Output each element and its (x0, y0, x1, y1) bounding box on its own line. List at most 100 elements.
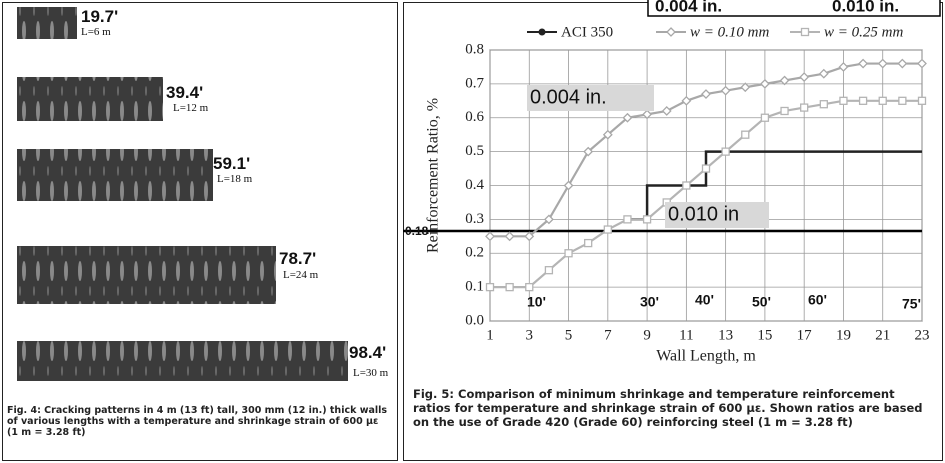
point-marker (505, 282, 514, 292)
y-tick-label: 0.7 (465, 75, 484, 91)
point-marker (504, 231, 515, 242)
wall-image (17, 7, 77, 39)
point-marker (485, 282, 495, 292)
annotation-box (527, 85, 654, 111)
wall-length: L=30 m (353, 367, 389, 379)
legend-marker (538, 28, 546, 36)
point-marker (524, 231, 535, 242)
point-marker (917, 96, 927, 105)
legend-label: ACI 350 (561, 24, 613, 40)
point-marker (583, 146, 594, 157)
x-tick-label: 19 (836, 327, 851, 343)
point-marker (485, 231, 495, 242)
point-marker (701, 89, 711, 99)
wall-image (17, 77, 163, 121)
y-tick-label: 0.4 (465, 177, 484, 193)
point-marker (858, 96, 868, 105)
point-marker (799, 72, 810, 83)
point-marker (819, 100, 828, 109)
legend-marker (666, 27, 676, 37)
point-marker (602, 129, 613, 140)
wall-label: 19.7' (81, 7, 119, 26)
point-marker (740, 82, 751, 93)
point-marker (721, 147, 730, 156)
annotation: 75' (902, 296, 921, 312)
point-marker (779, 75, 790, 86)
point-marker (681, 95, 692, 106)
annotation: 0.18 (405, 224, 429, 238)
x-tick-label: 17 (797, 327, 813, 343)
y-tick-label: 0.1 (465, 279, 484, 295)
point-marker (661, 106, 672, 116)
x-tick-label: 3 (526, 327, 534, 343)
y-tick-label: 0.8 (465, 41, 484, 57)
point-marker (858, 58, 869, 69)
x-tick-label: 5 (565, 327, 573, 343)
point-marker (584, 238, 593, 248)
point-marker (759, 78, 770, 89)
annotation: 60' (808, 292, 827, 308)
wall-length: L=12 m (173, 102, 209, 114)
annotation: 10' (527, 294, 546, 310)
y-tick-label: 0.3 (465, 211, 484, 227)
point-marker (917, 58, 927, 69)
annotation: 0.010 in (668, 203, 739, 225)
figure-4-panel: 19.7' L=6 m 39.4' L=12 m 59.1' L=18 m 78… (2, 2, 398, 461)
point-marker (543, 214, 554, 225)
y-tick-label: 0.2 (465, 245, 484, 261)
wall-image (17, 341, 348, 381)
point-marker (877, 58, 888, 69)
point-marker (878, 96, 887, 105)
point-marker (622, 112, 633, 123)
x-axis-title: Wall Length, m (656, 348, 756, 365)
x-tick-label: 15 (757, 327, 772, 343)
figure-caption: Fig. 4: Cracking patterns in 4 m (13 ft)… (7, 405, 388, 438)
annotation: 50' (752, 294, 771, 310)
wall-image (17, 246, 276, 304)
chart: 0.00.10.20.30.40.50.60.70.81 3 5 7 9 11 13 15 17… (403, 0, 941, 365)
point-marker (564, 249, 573, 258)
point-marker (897, 58, 908, 69)
wall-length: L=6 m (81, 26, 111, 38)
top-box-label: 0.004 in. (655, 0, 722, 15)
y-tick-label: 0.5 (465, 143, 484, 159)
wall-label: 39.4' (166, 83, 204, 102)
x-tick-label: 13 (718, 327, 733, 343)
x-tick-label: 9 (643, 327, 651, 343)
point-marker (741, 130, 750, 139)
wall-label: 78.7' (279, 249, 317, 268)
x-tick-label: 1 (486, 327, 494, 343)
wall-label: 98.4' (349, 343, 387, 362)
point-marker (898, 96, 907, 105)
x-tick-label: 11 (679, 327, 693, 343)
point-marker (818, 68, 829, 79)
wall-length: L=24 m (283, 269, 319, 281)
point-marker (800, 103, 809, 112)
wall-images (17, 7, 348, 381)
point-marker (780, 106, 789, 116)
top-box-label: 0.010 in. (832, 0, 899, 15)
wall-length: L=18 m (217, 173, 253, 185)
annotation: 30' (640, 294, 659, 310)
top-box (647, 0, 941, 17)
point-marker (720, 85, 731, 96)
x-tick-label: 7 (604, 327, 612, 343)
figure-caption: Fig. 5: Comparison of minimum shrinkage … (413, 387, 923, 429)
point-marker (760, 113, 770, 122)
wall-image (17, 149, 213, 201)
legend-label: w = 0.25 mm (824, 24, 903, 40)
annotation-box (665, 202, 769, 228)
point-marker (839, 96, 848, 105)
point-marker (642, 109, 653, 120)
annotation: 0.004 in. (530, 86, 607, 108)
point-marker (701, 164, 711, 173)
wall-label: 59.1' (213, 154, 251, 173)
point-marker (563, 180, 574, 191)
point-marker (642, 215, 652, 224)
y-tick-label: 0.6 (465, 109, 484, 125)
point-marker (544, 266, 554, 275)
point-marker (525, 282, 534, 292)
y-axis-title: Reinforcement Ratio, % (425, 98, 442, 253)
point-marker (838, 62, 849, 72)
